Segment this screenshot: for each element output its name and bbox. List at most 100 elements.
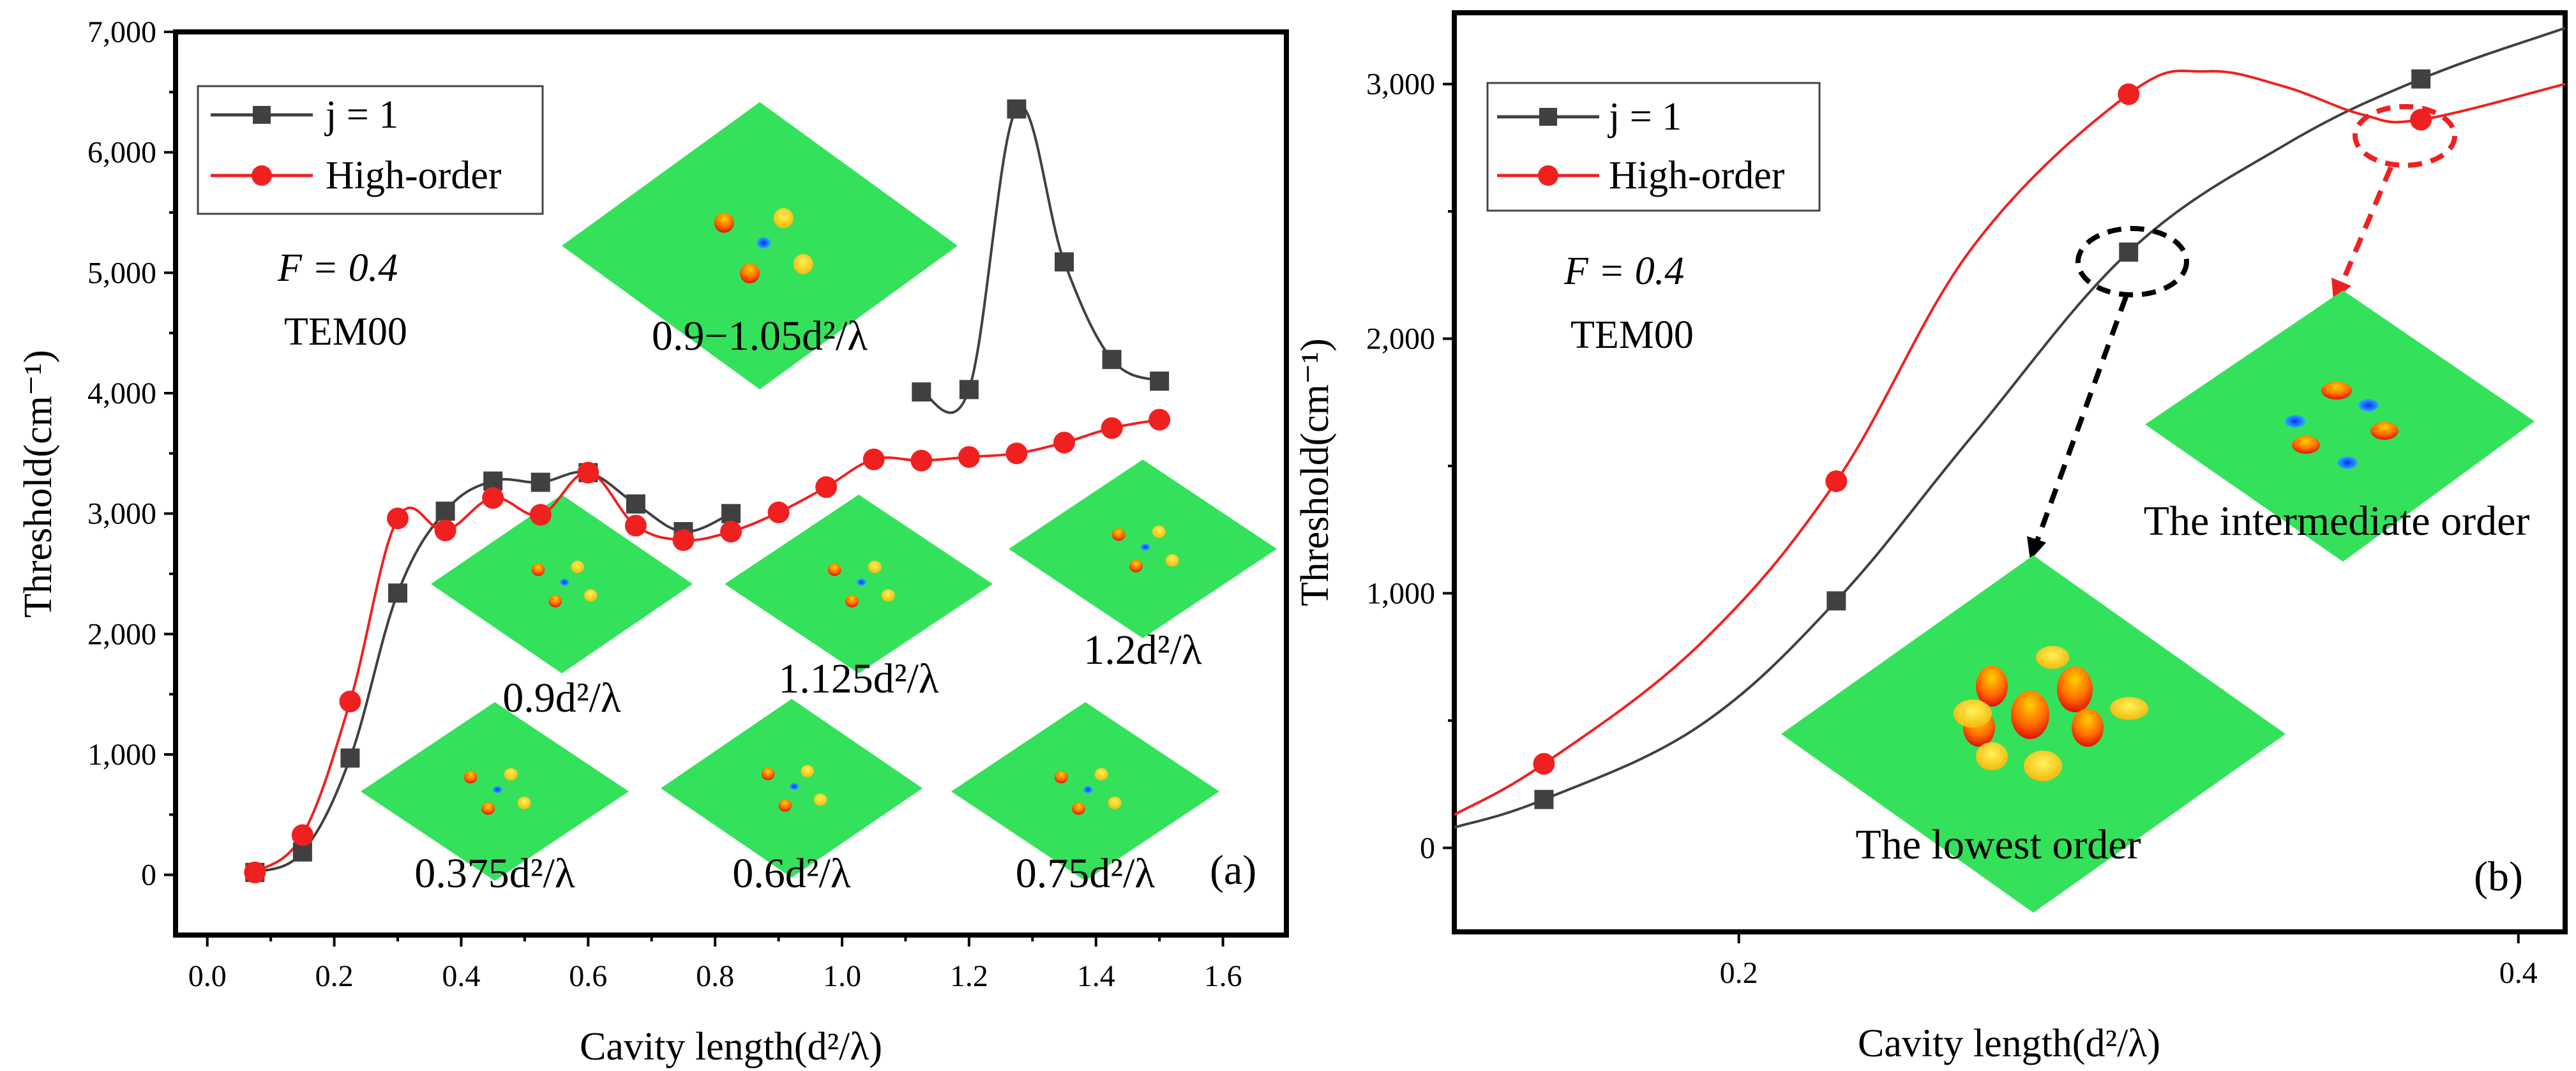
mode-peak	[845, 595, 859, 608]
x-tick-label: 0.4	[2499, 956, 2538, 990]
inset-intermediate-order	[2145, 290, 2535, 562]
data-point-square	[1534, 790, 1554, 809]
y-axis-label-a: Threshold(cm⁻¹)	[17, 350, 60, 618]
data-point-square	[912, 382, 931, 402]
data-point-square	[1102, 350, 1122, 370]
data-point-square	[1150, 371, 1170, 391]
data-point-square	[531, 472, 550, 492]
mode-pattern-inset	[562, 102, 958, 389]
legend-marker-high-order-b	[1538, 165, 1558, 186]
data-point-circle	[2118, 83, 2140, 105]
annotation-tem-a: TEM00	[284, 310, 407, 354]
legend-b: j = 1 High-order	[1486, 82, 1821, 212]
data-point-circle	[577, 461, 599, 484]
data-point-square	[1827, 591, 1846, 611]
data-point-circle	[862, 448, 885, 470]
highlight-ellipse-intermediate	[2353, 104, 2457, 168]
mode-peak	[1111, 528, 1126, 541]
data-point-square	[1007, 99, 1027, 119]
x-tick-label: 0.6	[569, 959, 607, 993]
x-tick-label: 0.0	[188, 959, 227, 993]
mode-peak	[1129, 560, 1143, 573]
mode-peak	[1072, 802, 1085, 815]
mode-peak	[740, 263, 760, 283]
annotation-intermediate-order: The intermediate order	[2144, 498, 2530, 544]
data-point-circle	[1533, 753, 1555, 775]
mode-peak	[1094, 768, 1108, 781]
arrow-head-intermediate	[2331, 278, 2351, 300]
mode-dip	[757, 237, 771, 249]
annotation-f-b: F = 0.4	[1563, 250, 1684, 293]
x-axis-label-a: Cavity length(d²/λ)	[580, 1025, 882, 1068]
data-point-circle	[910, 449, 933, 472]
mode-pattern-inset	[431, 495, 693, 673]
mode-peak	[571, 560, 584, 573]
mode-peak	[531, 563, 545, 576]
mode-peak	[1054, 770, 1068, 784]
panel-label-b: (b)	[2474, 853, 2523, 900]
mode-peak	[881, 589, 895, 602]
y-tick-label: 2,000	[1366, 322, 1435, 356]
arrow-lowest	[2034, 296, 2128, 544]
data-point-circle	[2410, 109, 2432, 131]
y-axis-label-b: Threshold(cm⁻¹)	[1293, 338, 1337, 606]
data-point-circle	[339, 690, 361, 712]
mode-peak	[868, 560, 882, 573]
x-tick-label: 0.8	[696, 959, 734, 993]
data-point-square	[626, 494, 645, 514]
x-tick-label: 1.0	[823, 959, 861, 993]
mode-pattern-inset	[951, 702, 1219, 881]
y-tick-label: 3,000	[1366, 68, 1435, 101]
mode-peak	[481, 802, 495, 815]
mode-dip	[1083, 786, 1093, 793]
mode-peak	[504, 768, 518, 781]
data-point-square	[388, 583, 407, 603]
arrow-head-lowest	[2027, 536, 2046, 560]
mode-pattern-inset	[1009, 460, 1277, 638]
data-point-circle	[1825, 470, 1848, 492]
data-point-square	[2119, 242, 2139, 262]
legend-marker-j1-b	[1539, 108, 1557, 126]
y-tick-label: 1,000	[87, 738, 156, 772]
mode-peak	[1152, 525, 1166, 538]
series-line	[1454, 27, 2565, 829]
mode-dip	[1140, 543, 1150, 551]
x-tick-label: 1.4	[1077, 959, 1115, 993]
data-point-circle	[767, 501, 790, 523]
inset-label: 0.75d²/λ	[1016, 850, 1156, 897]
inset-label: 0.375d²/λ	[414, 850, 575, 897]
mode-dip	[492, 786, 502, 793]
inset-label: 0.6d²/λ	[732, 850, 851, 897]
data-point-circle	[434, 520, 456, 542]
data-point-circle	[482, 487, 504, 509]
x-tick-label: 0.2	[1720, 956, 1758, 990]
y-tick-label: 7,000	[87, 15, 156, 49]
legend-label-j1-b: j = 1	[1608, 95, 1682, 139]
x-tick-label: 1.2	[950, 959, 988, 993]
annotation-f-a: F = 0.4	[277, 246, 398, 290]
mode-peak	[517, 797, 531, 809]
annotation-lowest-order: The lowest order	[1855, 821, 2141, 868]
mode-peak	[463, 770, 478, 784]
mode-peak	[793, 254, 813, 274]
data-point-circle	[1006, 442, 1028, 465]
mode-pattern-inset	[361, 702, 629, 881]
mode-peak	[714, 213, 734, 233]
mode-peak	[813, 793, 827, 806]
data-point-circle	[720, 520, 742, 543]
panel-a: 0.0 0.2 0.4 0.6 0.8 1.0 1.2 1.4 1.6 0 1,000 2,000 3,…	[17, 15, 1289, 1068]
mode-peak	[548, 595, 562, 608]
mode-dip	[559, 578, 569, 586]
inset-label: 0.9d²/λ	[502, 675, 621, 721]
inset-lowest-order	[1781, 555, 2286, 913]
y-tick-label: 6,000	[87, 136, 156, 170]
legend-a: j = 1 High-order	[197, 85, 544, 215]
mode-dip	[856, 578, 866, 586]
data-point-square	[959, 380, 979, 400]
plot-frame-b	[1452, 10, 2568, 934]
data-point-circle	[1149, 408, 1171, 431]
series-line	[254, 418, 1160, 874]
mode-pattern-inset	[725, 495, 993, 673]
x-tick-label: 1.6	[1204, 959, 1242, 993]
